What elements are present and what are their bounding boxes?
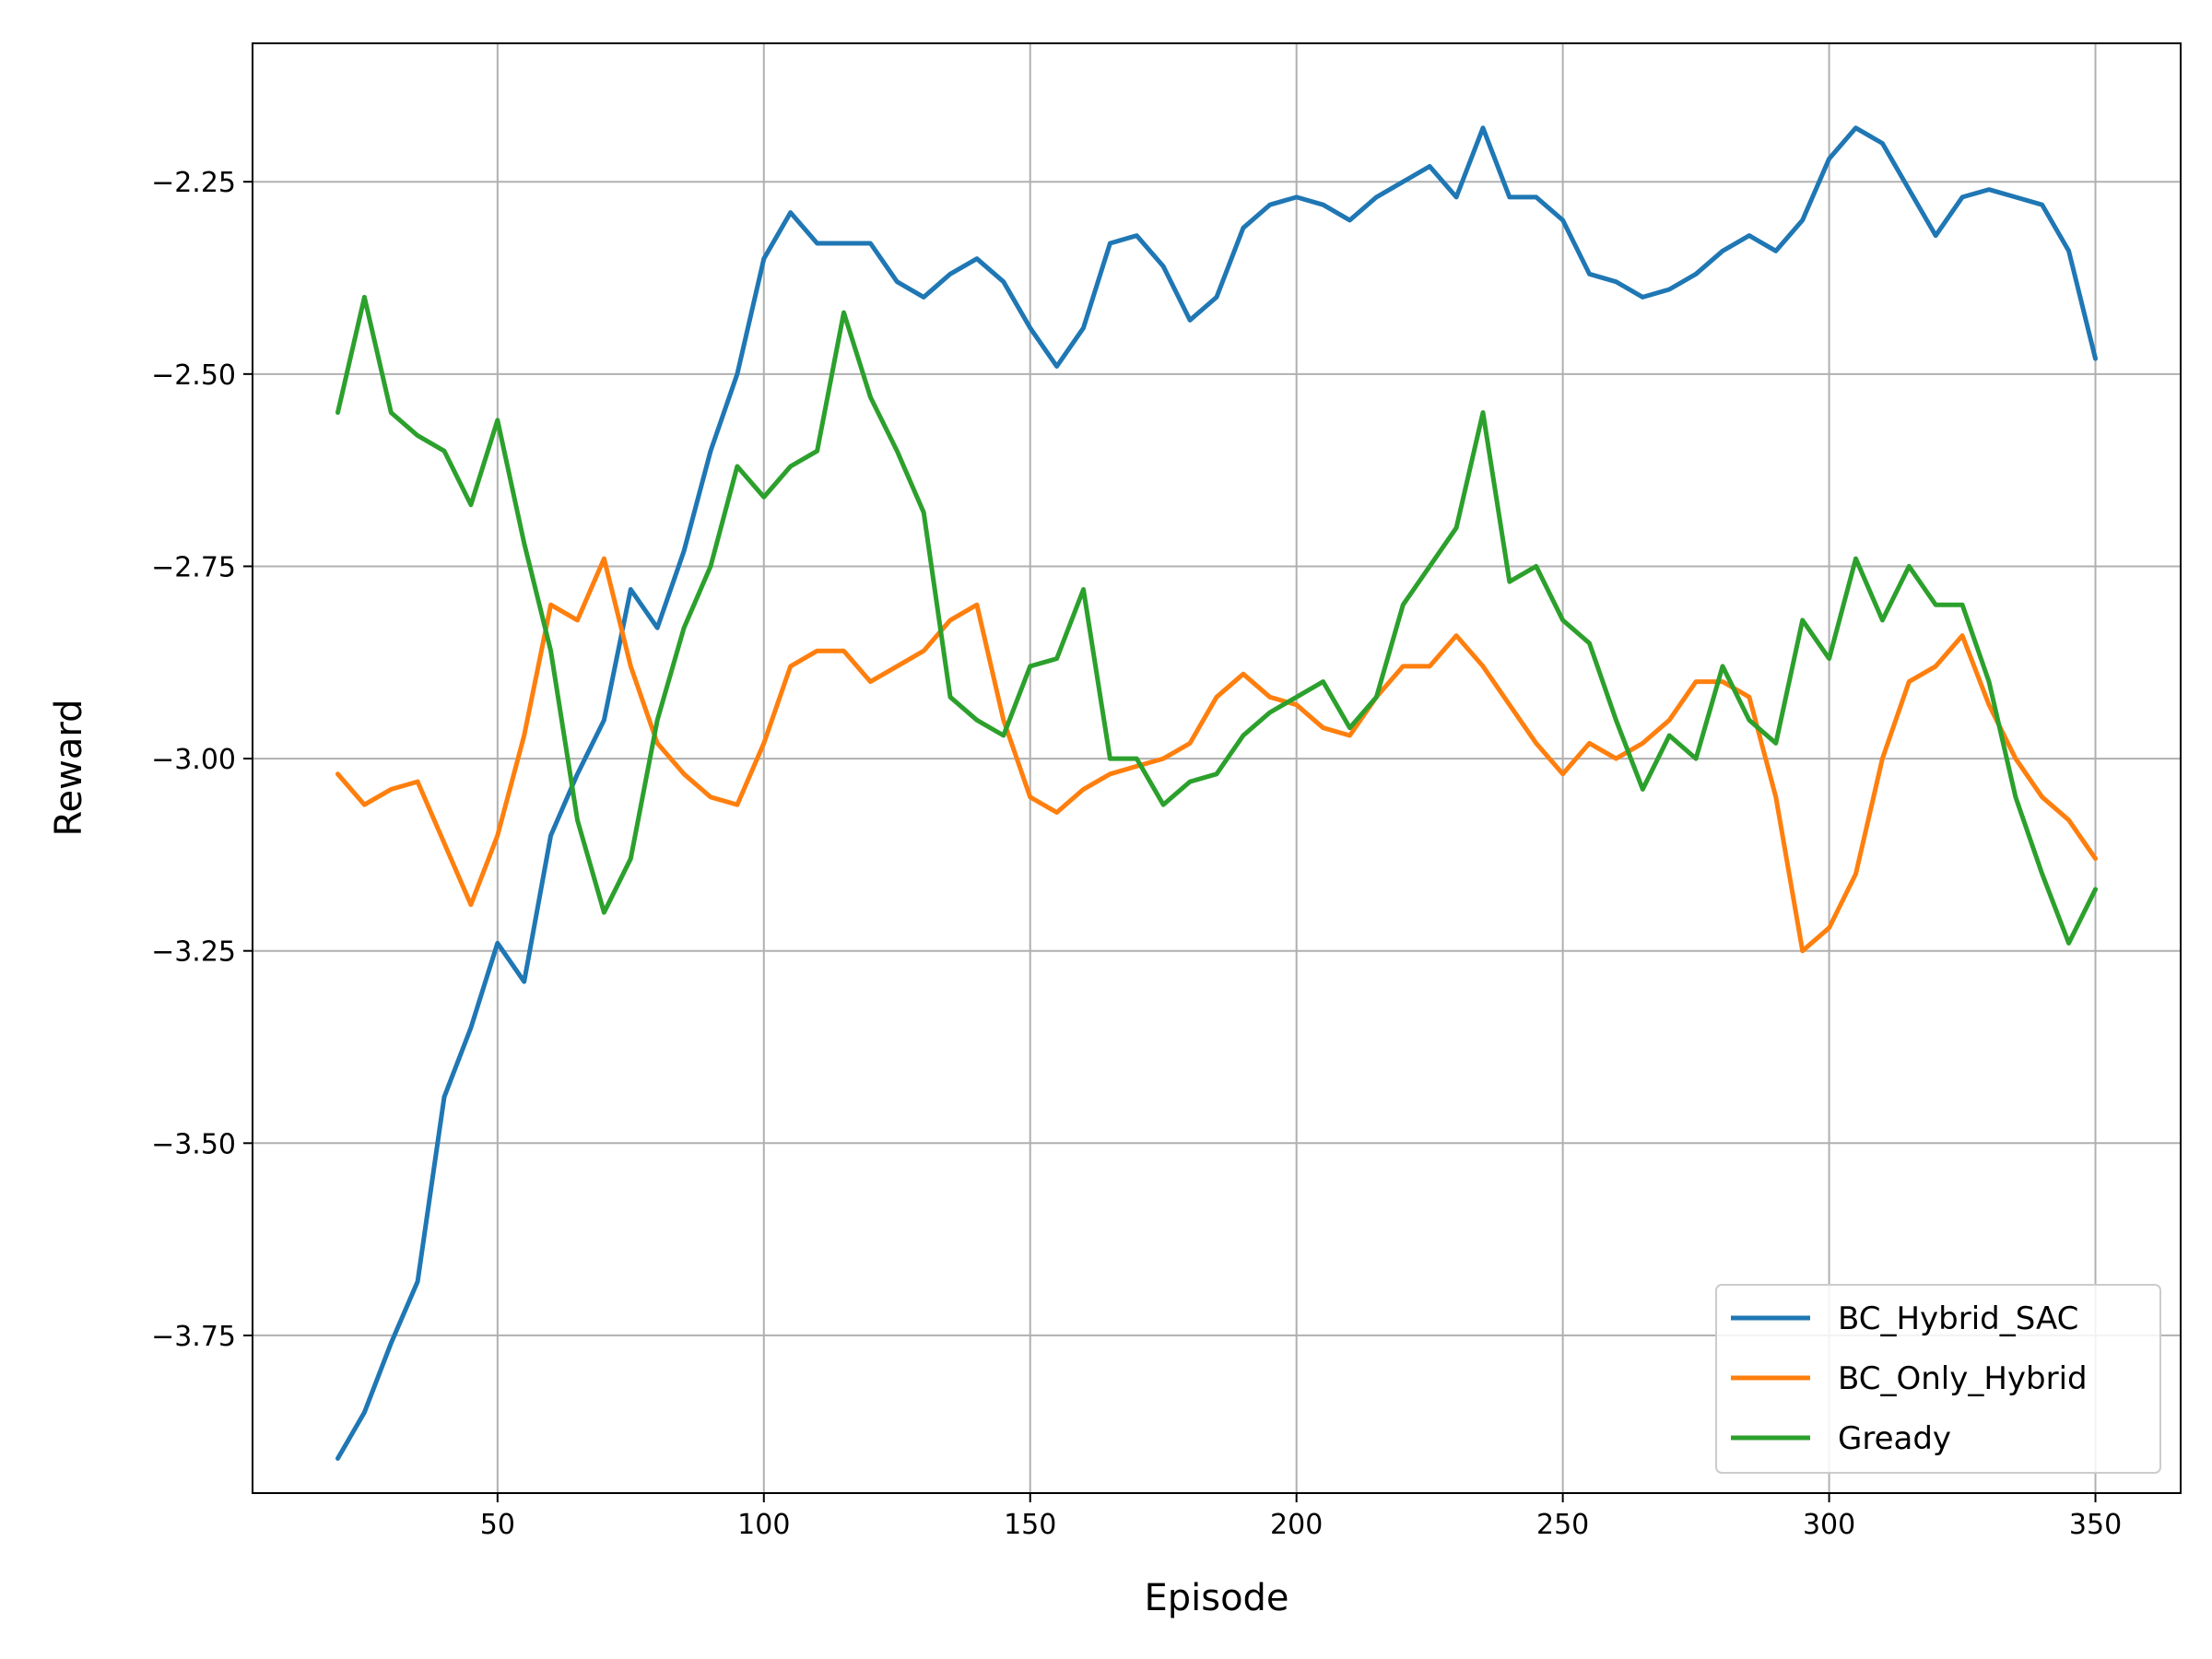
y-tick-label: −2.50 [151,359,236,392]
plot-frame [252,42,2182,1494]
y-tick-label: −3.50 [151,1128,236,1160]
legend-label: Gready [1838,1420,1951,1457]
x-tick-label: 350 [2069,1509,2122,1541]
y-tick-label: −2.75 [151,551,236,583]
x-tick-label: 100 [737,1509,790,1541]
series-line-bc-only-hybrid [335,556,2098,954]
y-tick-label: −3.75 [151,1321,236,1353]
x-tick-label: 200 [1270,1509,1323,1541]
series-line-gready [335,294,2098,946]
series-lines [335,125,2098,1461]
x-tick-label: 50 [480,1509,515,1541]
y-tick-label: −3.00 [151,744,236,776]
series-line-bc-hybrid-sac [335,125,2098,1461]
legend-label: BC_Hybrid_SAC [1838,1300,2078,1337]
x-tick-label: 250 [1536,1509,1589,1541]
x-tick-label: 150 [1004,1509,1056,1541]
y-axis-label: Reward [48,700,90,837]
legend-box [1715,1284,2161,1474]
x-axis-label: Episode [1144,1577,1288,1619]
grid [253,43,2181,1493]
legend: BC_Hybrid_SAC BC_Only_Hybrid Gready [1715,1284,2161,1474]
x-tick-label: 300 [1803,1509,1855,1541]
y-tick-label: −2.25 [151,167,236,199]
y-tick-label: −3.25 [151,936,236,969]
axis-ticks: 50 100 150 200 250 300 350 −3.75 −3.50 −3.25 −3.00… [151,167,2122,1541]
legend-label: BC_Only_Hybrid [1838,1360,2088,1397]
